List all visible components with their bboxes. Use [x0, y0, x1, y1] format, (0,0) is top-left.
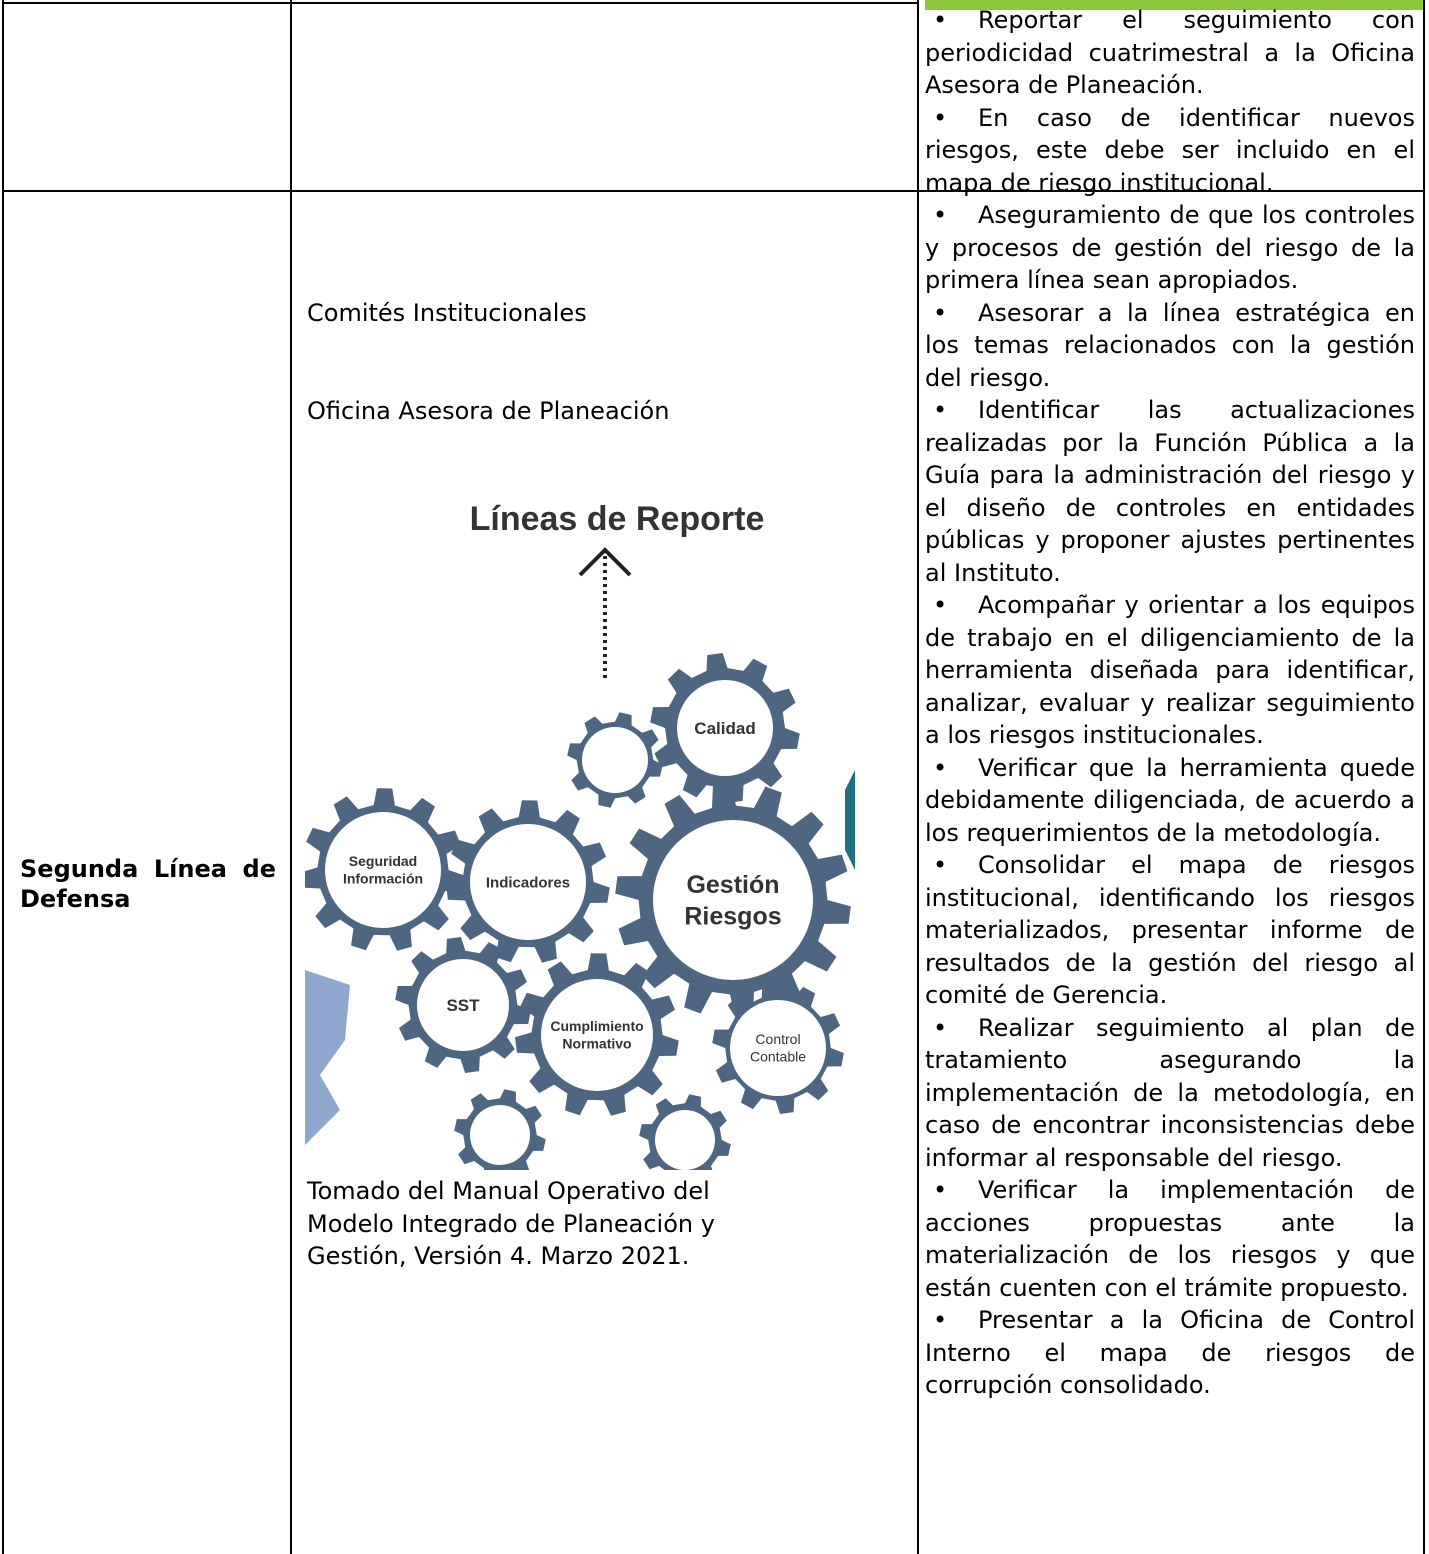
gear-label: Riesgos [684, 902, 781, 930]
gear-hub [730, 1000, 826, 1096]
responsibility: Reportar el seguimiento con periodicidad… [925, 4, 1415, 102]
responsibility: En caso de identificar nuevos riesgos, e… [925, 102, 1415, 200]
gear-hub [677, 680, 773, 776]
gear-label: SST [446, 996, 480, 1015]
responsibility: Presentar a la Oficina de Control Intern… [925, 1304, 1415, 1402]
gear-label: Indicadores [486, 874, 570, 891]
arrow-head [578, 547, 632, 577]
border [1423, 0, 1425, 1554]
gear-hub [655, 1110, 715, 1170]
gear-hub [582, 727, 648, 793]
border [290, 0, 292, 1554]
gear-hub [653, 820, 813, 980]
figure-caption: Tomado del Manual Operativo del Modelo I… [307, 1177, 715, 1270]
gear-label: Cumplimiento [550, 1018, 643, 1034]
responsibility: Asesorar a la línea estratégica en los t… [925, 297, 1415, 395]
border [2, 2, 919, 4]
gears: Calidad Seguridad Información Indicadores Ge… [305, 653, 855, 1170]
gear-label: Información [343, 871, 423, 887]
responsibility: Consolidar el mapa de riesgos institucio… [925, 849, 1415, 1012]
gear-label: Control [755, 1031, 800, 1047]
responsibilities: Aseguramiento de que los controles y pro… [925, 199, 1415, 1402]
gear-fragment [845, 770, 855, 870]
responsibility: Acompañar y orientar a los equipos de tr… [925, 589, 1415, 752]
responsibility: Verificar la implementación de acciones … [925, 1174, 1415, 1304]
gear-label: Contable [750, 1049, 806, 1065]
gear-hub [541, 979, 653, 1091]
responsibility: Realizar seguimiento al plan de tratamie… [925, 1012, 1415, 1175]
border [917, 0, 919, 1554]
gear-hub [325, 812, 441, 928]
gear-label: Calidad [694, 719, 755, 738]
border [2, 0, 4, 1554]
responsibility: Identificar las actualizaciones realizad… [925, 394, 1415, 589]
border [2, 190, 1425, 192]
figure-title: Líneas de Reporte [470, 500, 765, 538]
responsibility: Aseguramiento de que los controles y pro… [925, 199, 1415, 297]
responsibilities: Reportar el seguimiento con periodicidad… [925, 4, 1415, 199]
gear-hub [417, 959, 509, 1051]
defense-line: Segunda Línea de Defensa [20, 855, 276, 913]
gear-fragment [305, 970, 350, 1145]
gear-hub [470, 1105, 530, 1165]
responsible: Comités Institucionales [307, 299, 587, 327]
responsible: Oficina Asesora de Planeación [307, 397, 670, 425]
gear-label: Gestión [686, 871, 779, 899]
gear-label: Seguridad [349, 853, 417, 869]
gear-hub [470, 824, 586, 940]
gear-label: Normativo [562, 1036, 631, 1052]
responsibility: Verificar que la herramienta quede debid… [925, 752, 1415, 850]
